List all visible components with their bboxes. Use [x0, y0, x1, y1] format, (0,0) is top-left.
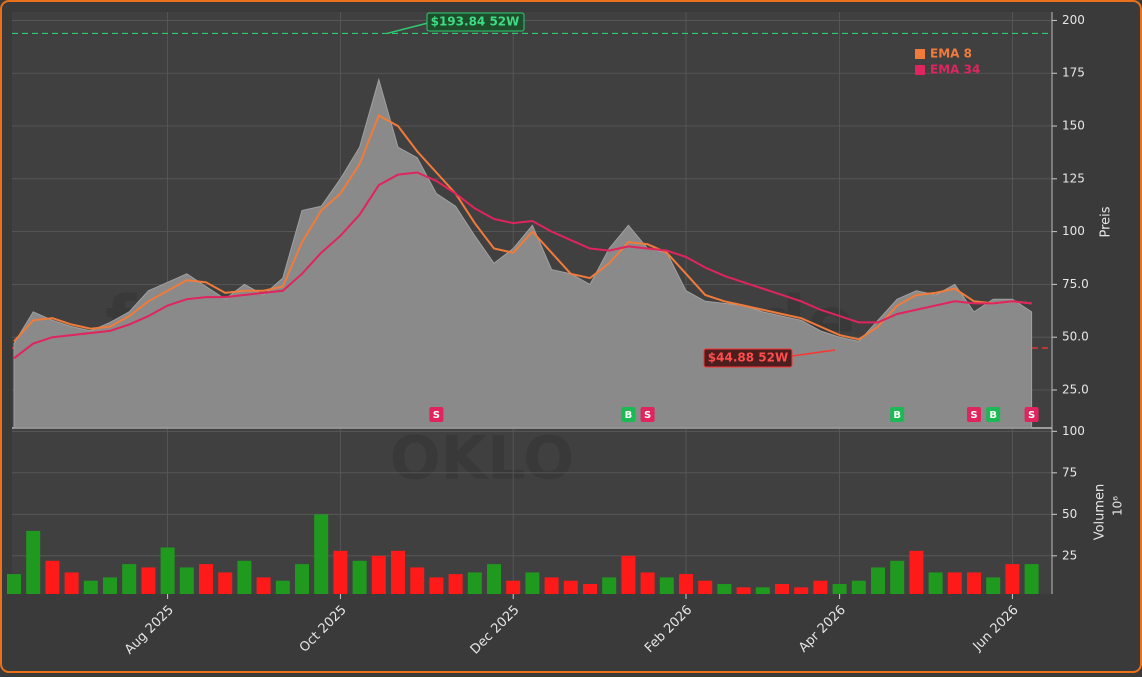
- signal-marker: [967, 407, 981, 422]
- volume-bar: [314, 514, 329, 594]
- volume-bar: [794, 587, 809, 594]
- y-axis-label: Preis: [1099, 206, 1114, 237]
- y2-tick-label: 25: [1062, 548, 1077, 562]
- legend-label: EMA 8: [930, 47, 972, 61]
- y-tick-label: 200: [1062, 13, 1085, 27]
- legend-swatch: [915, 65, 925, 75]
- volume-bar: [602, 577, 617, 594]
- signal-label: S: [644, 410, 651, 421]
- volume-bar: [583, 584, 597, 594]
- volume-bar: [506, 580, 521, 594]
- volume-bar: [1005, 564, 1020, 594]
- signal-marker: [890, 407, 905, 422]
- high-label: $193.84 52W: [431, 15, 520, 29]
- volume-bar: [199, 564, 213, 594]
- volume-bar: [717, 584, 732, 594]
- signal-label: B: [989, 410, 997, 421]
- volume-bar: [909, 550, 924, 594]
- signal-label: B: [893, 410, 901, 421]
- volume-bar: [333, 550, 348, 594]
- volume-bar: [851, 580, 866, 594]
- volume-bar: [986, 577, 1001, 594]
- y2-tick-label: 75: [1062, 465, 1077, 479]
- volume-bar: [679, 574, 693, 594]
- close-area: [13, 77, 1033, 429]
- y2-axis-label: Volumen: [1093, 484, 1108, 541]
- y-tick-label: 150: [1062, 119, 1085, 133]
- volume-bar: [256, 577, 271, 594]
- low-arrow: [791, 349, 836, 357]
- volume-bar: [275, 580, 290, 594]
- y-tick-label: 25.0: [1062, 382, 1089, 396]
- signal-marker: [429, 407, 444, 422]
- ema-line: [13, 114, 1032, 343]
- volume-bar: [141, 567, 156, 594]
- volume-bar: [26, 530, 41, 594]
- signal-marker: [1024, 407, 1039, 422]
- volume-bar: [352, 560, 367, 594]
- volume-bar: [218, 572, 233, 594]
- y2-axis-unit: 10⁶: [1111, 496, 1125, 516]
- legend-label: EMA 34: [930, 63, 980, 77]
- signal-marker: [986, 407, 1001, 422]
- y-tick-label: 50.0: [1062, 330, 1089, 344]
- volume-bar: [7, 574, 21, 594]
- volume-bar: [563, 580, 578, 594]
- volume-bar: [103, 577, 117, 594]
- y2-tick-label: 50: [1062, 507, 1077, 521]
- volume-bar: [890, 560, 905, 594]
- y-tick-label: 175: [1062, 66, 1085, 80]
- y2-tick-label: 100: [1062, 424, 1085, 438]
- y-tick-label: 100: [1062, 224, 1085, 238]
- volume-bar: [640, 572, 655, 594]
- volume-bar: [83, 580, 98, 594]
- volume-bar: [237, 560, 252, 594]
- volume-bar: [122, 564, 137, 594]
- volume-bar: [755, 587, 770, 594]
- ema-line: [13, 171, 1032, 360]
- volume-bar: [832, 584, 847, 594]
- signal-label: B: [625, 410, 633, 421]
- volume-bar: [736, 587, 751, 594]
- volume-bar: [1024, 564, 1039, 594]
- volume-bar: [371, 555, 386, 594]
- volume-bar: [429, 577, 444, 594]
- volume-bar: [45, 560, 60, 594]
- volume-bar: [544, 577, 559, 594]
- signal-marker: [621, 407, 636, 422]
- signal-label: S: [433, 410, 440, 421]
- low-label-box: [703, 348, 793, 368]
- signal-label: S: [970, 410, 977, 421]
- volume-bar: [448, 574, 463, 594]
- volume-bar: [813, 580, 828, 594]
- volume-bar: [659, 577, 674, 594]
- high-arrow: [386, 22, 429, 35]
- y-tick-label: 75.0: [1062, 277, 1089, 291]
- volume-bar: [621, 555, 636, 594]
- volume-bar: [947, 572, 962, 594]
- volume-bar: [928, 572, 943, 594]
- volume-bar: [775, 584, 789, 594]
- volume-bar: [391, 550, 405, 594]
- volume-bar: [525, 572, 540, 594]
- y-tick-label: 125: [1062, 171, 1085, 185]
- volume-bar: [295, 564, 309, 594]
- volume-bar: [467, 572, 482, 594]
- volume-bar: [871, 567, 885, 594]
- watermark-symbol: OKLO: [390, 424, 575, 494]
- signal-label: S: [1028, 410, 1035, 421]
- legend-swatch: [915, 49, 925, 59]
- low-label: $44.88 52W: [708, 351, 788, 365]
- volume-bar: [410, 567, 425, 594]
- volume-bar: [64, 572, 79, 594]
- volume-bar: [698, 580, 713, 594]
- volume-bar: [160, 547, 175, 594]
- volume-bar: [487, 564, 501, 594]
- volume-bar: [179, 567, 194, 594]
- volume-bar: [967, 572, 981, 594]
- high-label-box: [426, 12, 525, 32]
- signal-marker: [640, 407, 655, 422]
